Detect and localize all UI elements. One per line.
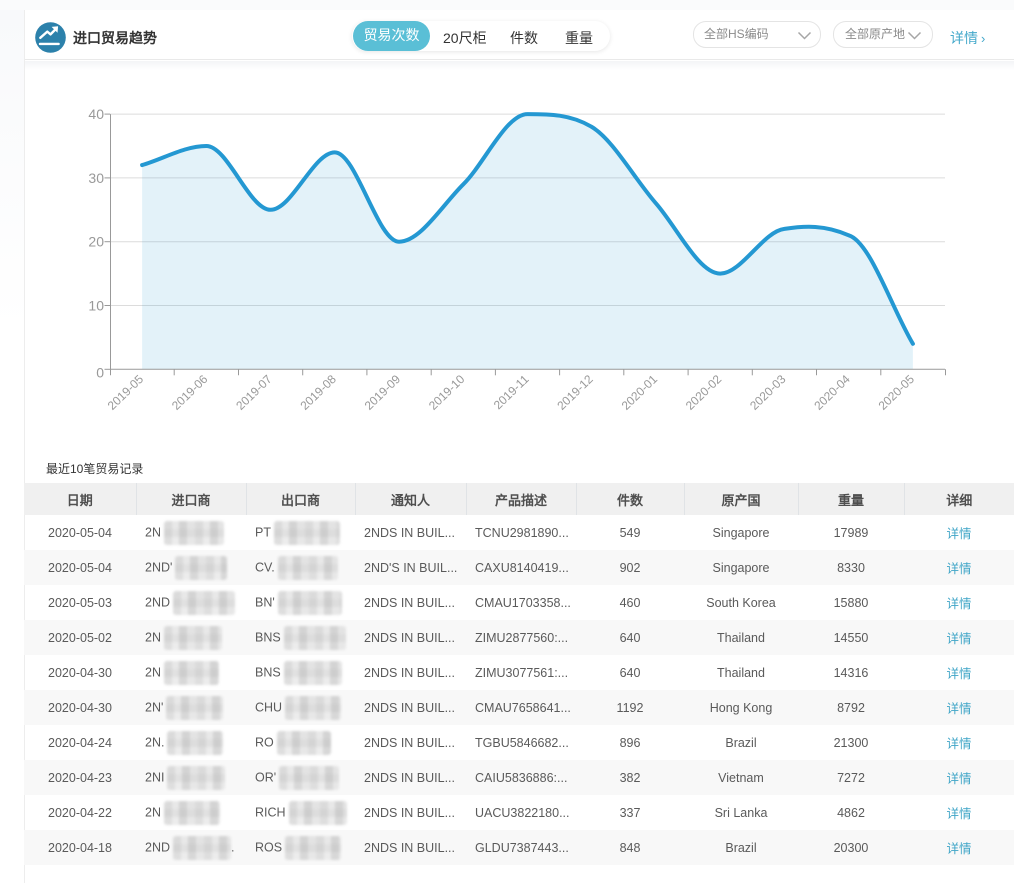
svg-text:2020-04: 2020-04 <box>811 372 853 413</box>
svg-text:2020-05: 2020-05 <box>876 372 918 413</box>
svg-text:2019-09: 2019-09 <box>362 372 404 413</box>
svg-text:10: 10 <box>88 298 104 314</box>
svg-text:20: 20 <box>88 234 104 250</box>
svg-text:2019-10: 2019-10 <box>426 372 468 413</box>
svg-text:2020-02: 2020-02 <box>683 372 725 413</box>
svg-text:0: 0 <box>96 365 104 381</box>
svg-text:2019-07: 2019-07 <box>233 372 275 413</box>
svg-text:2019-12: 2019-12 <box>554 372 596 413</box>
svg-text:2019-08: 2019-08 <box>297 372 339 413</box>
svg-text:2019-06: 2019-06 <box>169 372 211 413</box>
svg-text:40: 40 <box>88 106 104 122</box>
svg-text:2019-05: 2019-05 <box>105 372 147 413</box>
svg-text:2019-11: 2019-11 <box>491 372 532 412</box>
svg-text:2020-03: 2020-03 <box>747 372 789 413</box>
svg-text:2020-01: 2020-01 <box>619 372 661 413</box>
svg-text:30: 30 <box>88 170 104 186</box>
